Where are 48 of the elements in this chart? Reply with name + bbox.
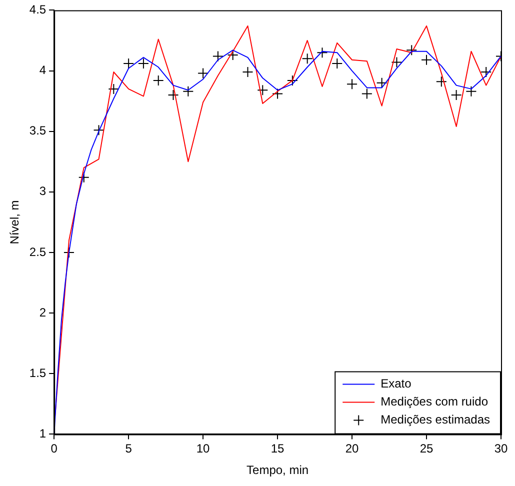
point xyxy=(376,77,388,88)
point xyxy=(212,50,224,62)
x-tick-label: 10 xyxy=(196,442,210,456)
point xyxy=(361,88,372,100)
legend-label: Exato xyxy=(380,376,412,391)
point xyxy=(391,56,402,68)
point xyxy=(406,44,418,56)
point xyxy=(450,90,462,100)
y-tick-label: 1 xyxy=(39,426,46,441)
point xyxy=(302,53,313,64)
point xyxy=(286,74,298,86)
y-axis-title: Nível, m xyxy=(8,200,22,244)
x-tick-label: 5 xyxy=(125,442,132,456)
point xyxy=(421,54,432,66)
y-tick-label: 2 xyxy=(39,305,46,320)
point xyxy=(332,58,343,70)
point xyxy=(108,83,120,94)
y-tick-label: 4 xyxy=(39,63,46,78)
point xyxy=(198,68,209,79)
y-tick-label: 4.5 xyxy=(29,2,46,17)
point xyxy=(257,84,268,96)
point xyxy=(316,47,328,58)
x-tick-label: 0 xyxy=(50,442,58,456)
point xyxy=(272,88,284,100)
point xyxy=(466,86,477,97)
x-axis-title: Tempo, min xyxy=(246,463,309,478)
point xyxy=(480,66,492,78)
point xyxy=(242,66,254,78)
y-tick-label: 3 xyxy=(39,184,46,198)
point xyxy=(78,172,90,183)
x-tick-label: 15 xyxy=(270,442,285,456)
legend-label: Medições estimadas xyxy=(380,412,490,427)
point xyxy=(436,76,447,88)
point xyxy=(346,78,358,90)
point xyxy=(123,58,134,70)
y-tick-label: 1.5 xyxy=(29,366,46,380)
point xyxy=(227,50,238,61)
y-tick-label: 3.5 xyxy=(29,124,46,138)
point xyxy=(152,74,164,86)
point xyxy=(168,90,179,100)
legend-label: Medições com ruido xyxy=(380,394,488,409)
point xyxy=(138,58,149,70)
x-tick-label: 30 xyxy=(494,442,508,456)
x-tick-label: 25 xyxy=(420,442,434,456)
point xyxy=(182,86,194,97)
point xyxy=(93,124,104,136)
y-tick-label: 2.5 xyxy=(29,244,46,259)
x-tick-label: 20 xyxy=(345,442,360,456)
